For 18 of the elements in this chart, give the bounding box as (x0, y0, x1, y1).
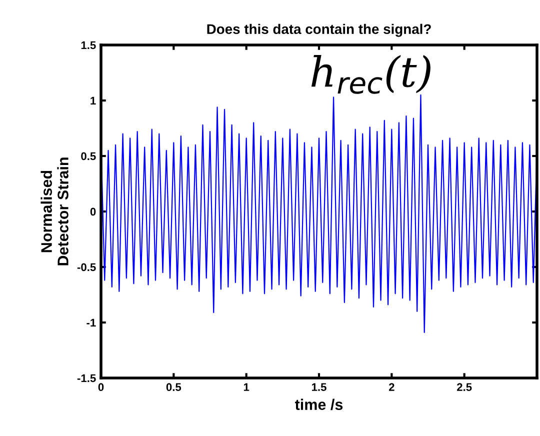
x-tick-label: 2.5 (456, 383, 472, 392)
y-tick-label: 1.5 (81, 41, 96, 50)
x-tick-label: 0 (98, 383, 104, 392)
annotation: h$_{rec}$(t) (311, 54, 430, 94)
x-axis-title: time /s (294, 398, 343, 410)
y-tick-label: 0 (90, 208, 96, 216)
x-tick-label: 1 (244, 383, 250, 391)
y-tick-label: 1 (90, 96, 96, 105)
x-tick-label: 2 (388, 383, 394, 391)
y-tick-label: -1.5 (77, 374, 96, 382)
y-tick-label: -1 (86, 318, 96, 327)
y-tick-label: -0.5 (77, 263, 96, 272)
x-tick-label: 0.5 (166, 383, 182, 392)
line-series (101, 94, 537, 334)
x-tick-label: 1.5 (312, 383, 326, 392)
y-tick-label: 0.5 (81, 152, 96, 160)
y-axis-title: Normalised Detector Strain (40, 158, 68, 266)
chart-title: Does this data contain the signal? (207, 24, 431, 37)
